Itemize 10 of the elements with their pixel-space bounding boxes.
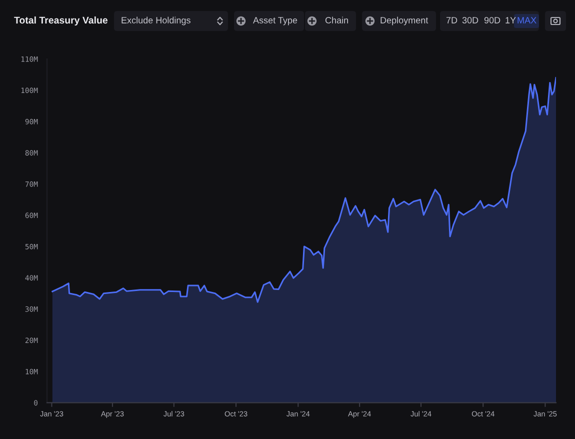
text: Asset Type <box>253 17 298 26</box>
text: 1Y <box>506 17 516 24</box>
text: Chain <box>325 16 348 24</box>
text: Exclude Holdings <box>122 16 190 26</box>
text: 7D <box>446 17 458 24</box>
text: MAX <box>518 17 536 24</box>
chart-title: Total Treasury Value <box>14 16 108 26</box>
text: 90D <box>484 17 500 24</box>
text: 30D <box>462 17 478 24</box>
text: Deployment <box>380 16 428 26</box>
